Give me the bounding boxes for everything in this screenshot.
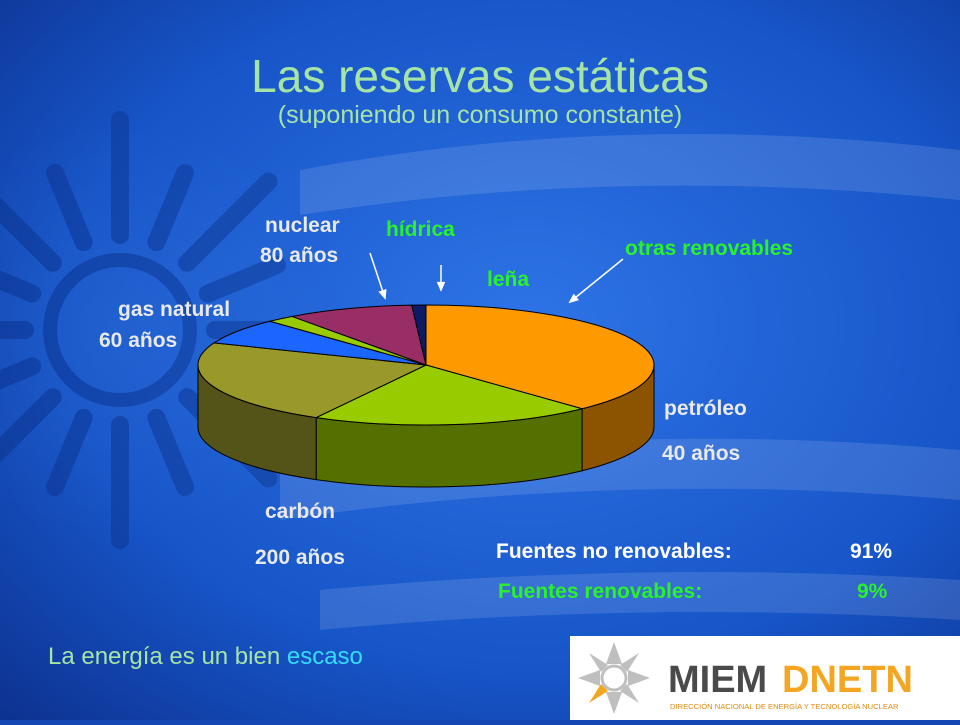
footer-emphasis: escaso xyxy=(286,643,363,670)
non-renewable-label: Fuentes no renovables: xyxy=(496,540,732,563)
logo-miem: MIEM xyxy=(668,659,767,701)
pie-slice-gas-natural xyxy=(197,342,428,419)
label-gas-natural: gas natural xyxy=(118,298,231,321)
pie-slice-carbon xyxy=(314,364,585,426)
slide-subtitle: (suponiendo un consumo constante) xyxy=(277,101,683,129)
non-renewable-value: 91% xyxy=(850,540,893,563)
logo-dnetn: DNETN xyxy=(782,659,913,701)
otras-renovables-arrow-head xyxy=(568,293,579,304)
logo-graphic: MIEM DNETN DIRECCIÓN NACIONAL DE ENERGÍA… xyxy=(578,642,913,714)
renewable-value: 9% xyxy=(857,580,888,603)
label-carbon: carbón xyxy=(265,500,336,523)
pie-tops xyxy=(197,304,655,426)
label-gas-natural-years: 60 años xyxy=(99,329,178,352)
otras-renovables-arrow xyxy=(569,258,624,303)
label-nuclear: nuclear xyxy=(265,214,340,237)
logo-caption: DIRECCIÓN NACIONAL DE ENERGÍA Y TECNOLOG… xyxy=(670,702,899,711)
hidrica-arrow-head xyxy=(436,281,446,292)
pie-slice-lena xyxy=(290,304,427,366)
label-carbon-years: 200 años xyxy=(255,546,345,569)
label-otras-renovables: otras renovables xyxy=(625,237,794,260)
nuclear-arrow-head xyxy=(378,288,387,300)
renewable-label: Fuentes renovables: xyxy=(498,580,703,603)
footer-text: La energía es un bien xyxy=(48,643,281,670)
pie-sides xyxy=(197,364,655,488)
label-lena: leña xyxy=(487,268,530,291)
label-petroleo: petróleo xyxy=(664,397,747,420)
label-nuclear-years: 80 años xyxy=(260,244,339,267)
label-petroleo-years: 40 años xyxy=(662,442,741,465)
footer-statement: La energía es un bien escaso xyxy=(48,643,363,671)
label-arrows xyxy=(369,252,624,304)
miem-dnetn-logo: MIEM DNETN DIRECCIÓN NACIONAL DE ENERGÍA… xyxy=(570,636,960,720)
pie-slice-otras-renovables xyxy=(411,304,427,366)
pie-slice-petroleo xyxy=(425,304,655,410)
slide-title: Las reservas estáticas xyxy=(251,50,709,102)
label-hidrica: hídrica xyxy=(386,218,455,241)
logo-emblem-icon xyxy=(578,642,650,714)
